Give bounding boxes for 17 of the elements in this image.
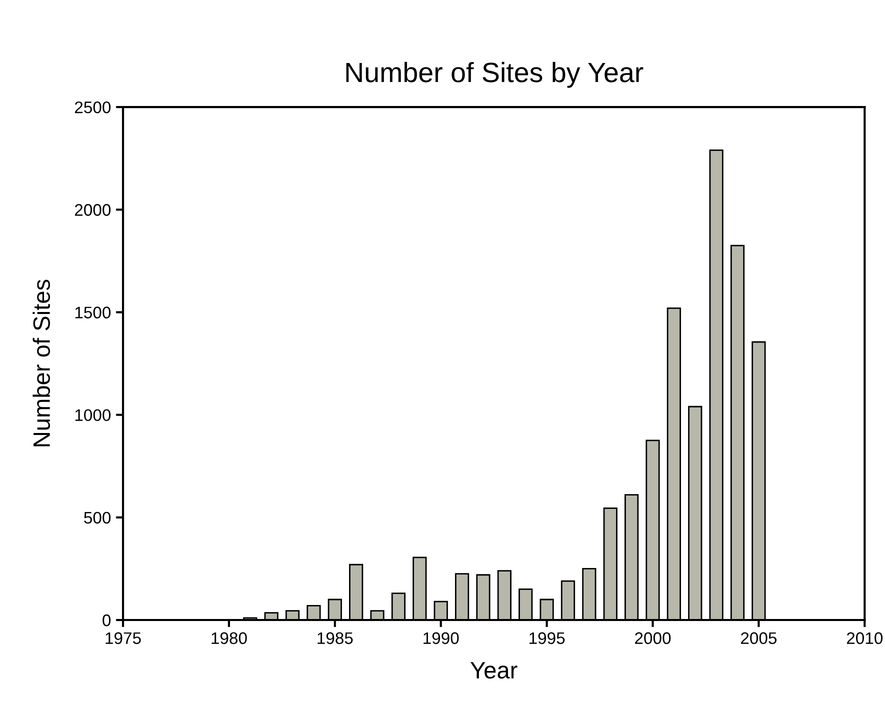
chart-title: Number of Sites by Year (346, 62, 644, 88)
x-tick-label: 1985 (318, 632, 353, 644)
y-tick-label: 2500 (74, 101, 111, 114)
x-axis-title: Year (470, 662, 518, 679)
y-tick-label: 2000 (74, 204, 111, 216)
y-axis-title: Number of Sites (32, 280, 50, 446)
y-tick-label: 1500 (75, 306, 111, 318)
y-tick-label: 500 (84, 512, 111, 524)
x-tick-label: 2000 (635, 632, 671, 644)
x-tick-label: 2005 (741, 632, 777, 644)
y-tick-label: 0 (102, 614, 111, 626)
x-tick-label: 2010 (846, 632, 883, 644)
x-tick-label: 1980 (212, 632, 247, 644)
y-tick-label: 1000 (75, 409, 111, 422)
x-tick-label: 1990 (424, 632, 459, 644)
x-tick-label: 1975 (106, 632, 141, 644)
x-tick-label: 1995 (530, 632, 565, 644)
